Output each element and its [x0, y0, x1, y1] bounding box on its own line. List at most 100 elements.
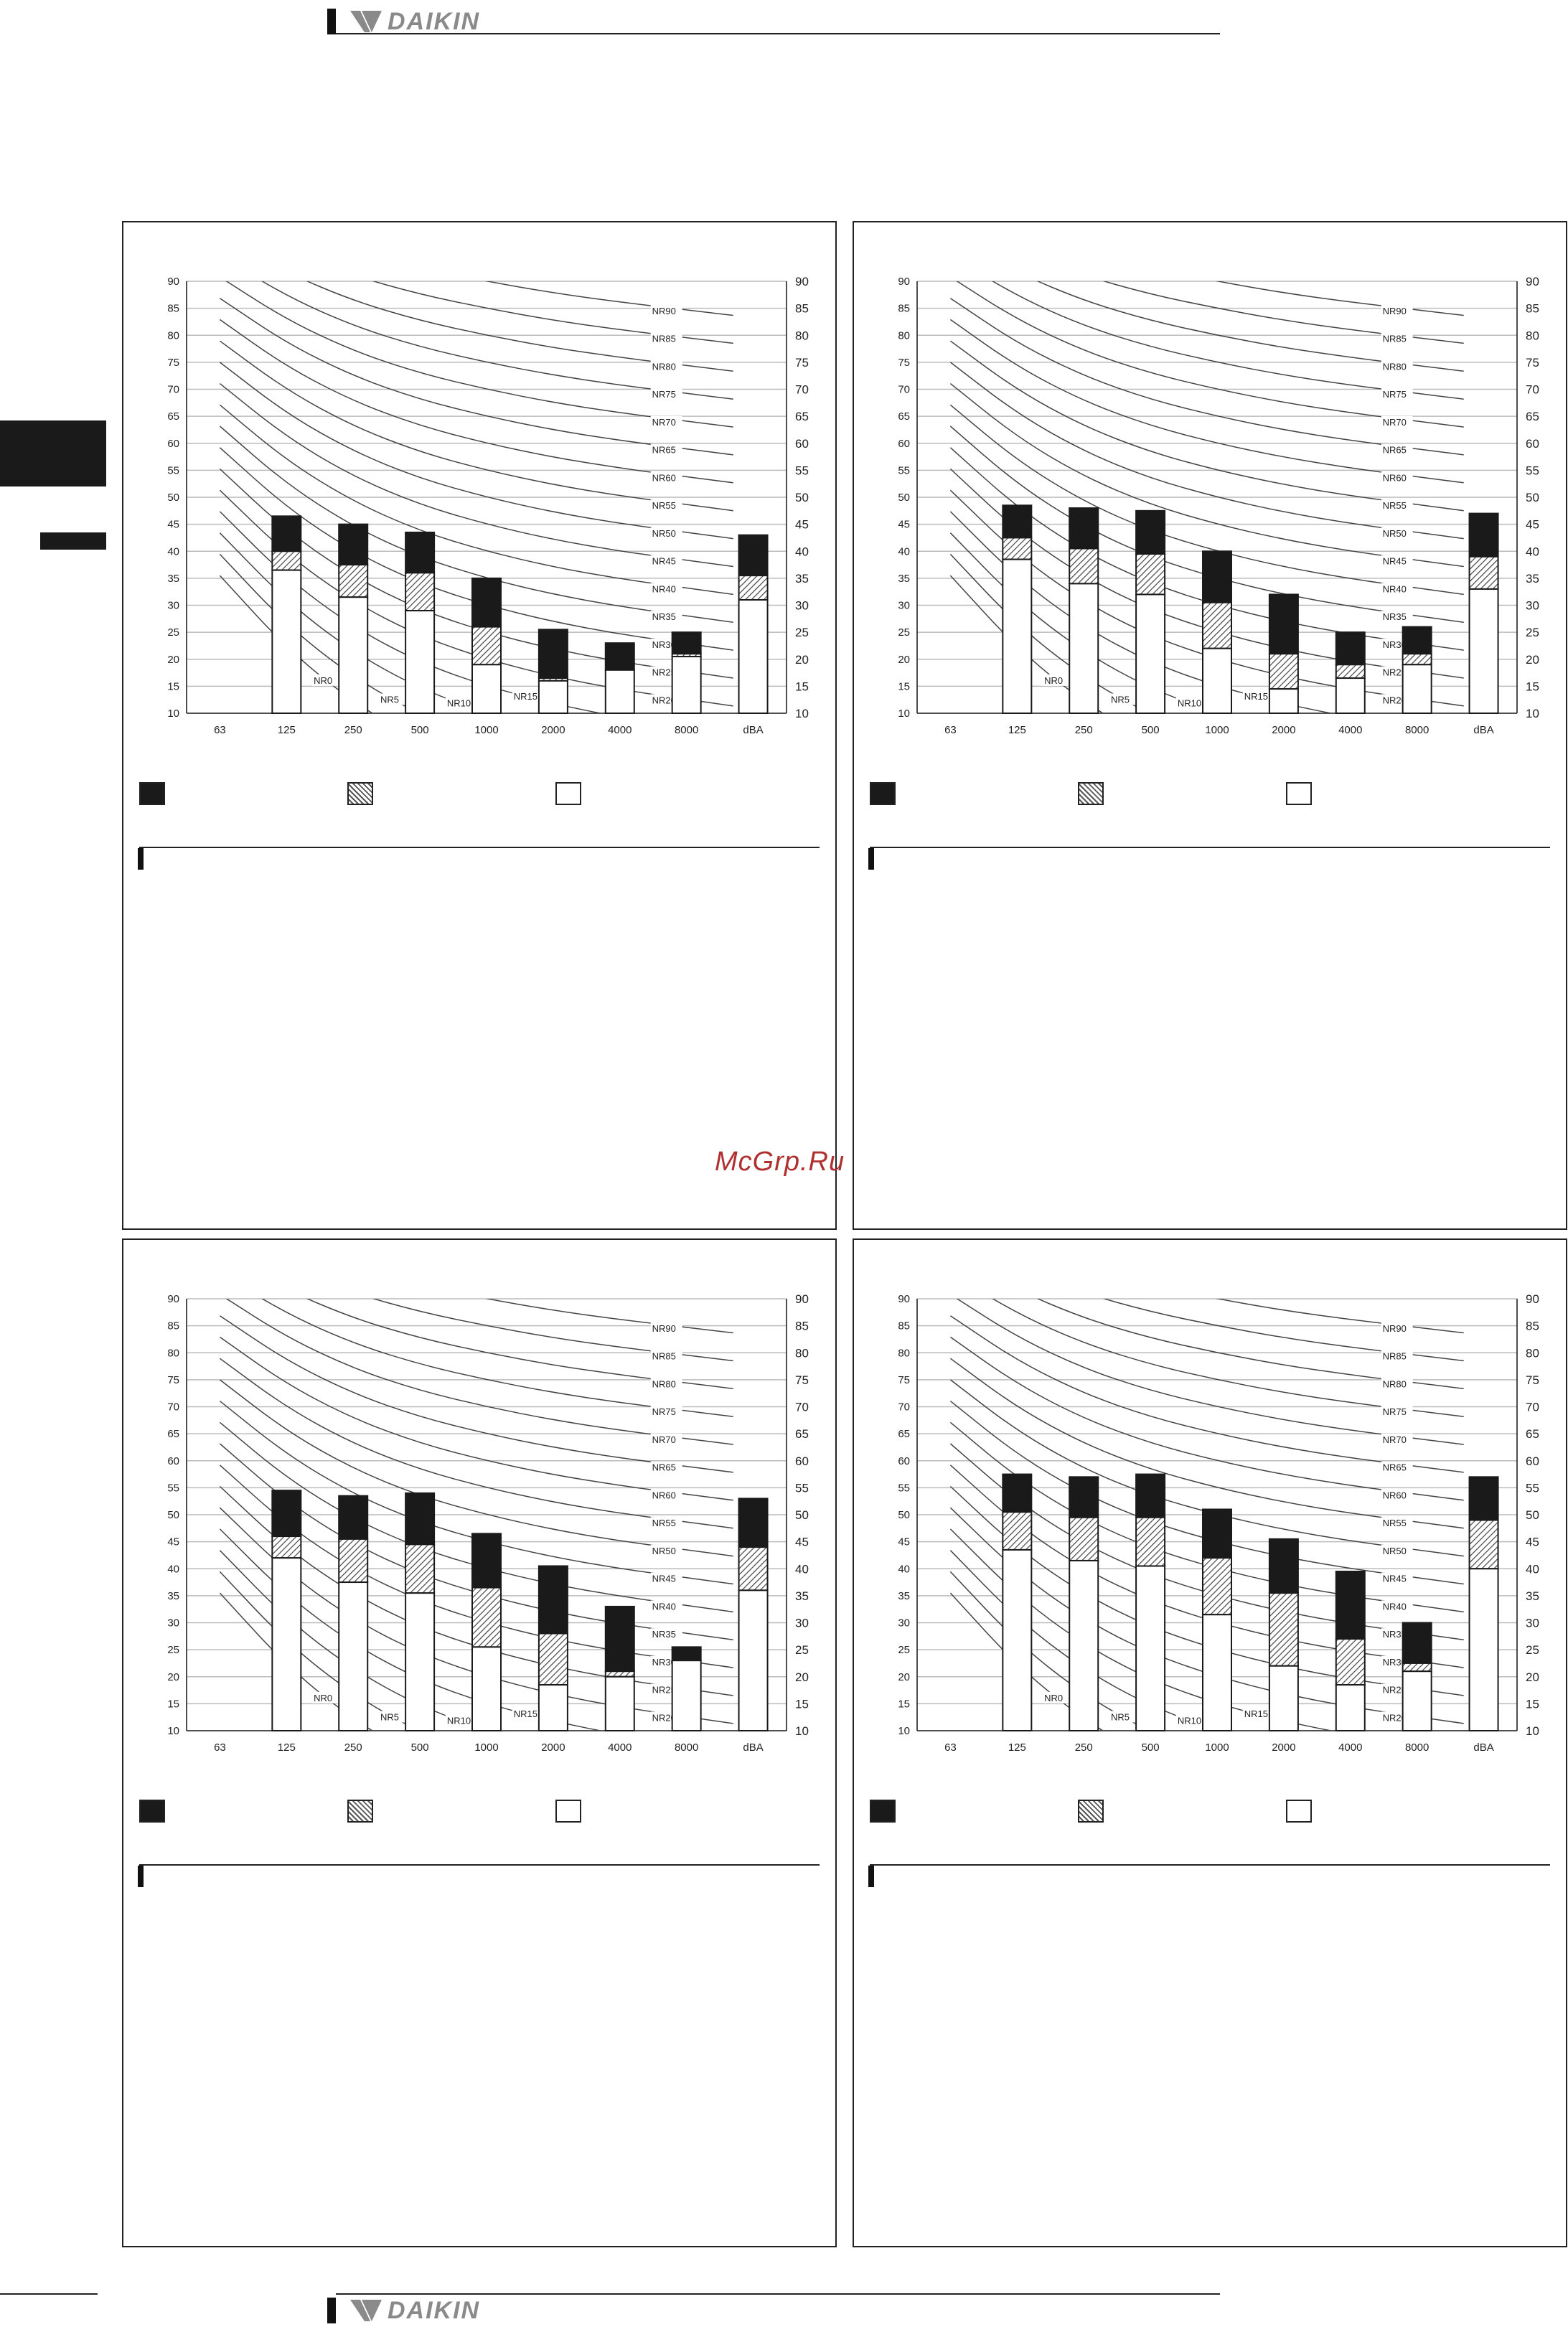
bar-black [1335, 631, 1366, 666]
y-tick-label: 50 [167, 1509, 179, 1521]
nr-label-bg [650, 555, 682, 567]
y-tick-label: 65 [898, 410, 910, 423]
y-tick-label-right: 15 [795, 680, 809, 693]
bar-hatched [1335, 1638, 1366, 1686]
legend [854, 782, 1566, 811]
y-tick-label: 40 [898, 1563, 910, 1575]
nr-label-bg [650, 1322, 682, 1334]
y-tick-label: 30 [167, 600, 179, 612]
nr-curve-label: NR20 [1383, 695, 1407, 705]
nr-curve-label: NR65 [652, 1462, 676, 1473]
nr-label-bg [650, 1600, 682, 1612]
bar-black [1268, 593, 1299, 655]
nr-label-bg [650, 1572, 682, 1584]
y-tick-label-right: 80 [795, 1346, 809, 1360]
bar-white [604, 669, 635, 714]
y-tick-label: 70 [167, 1401, 179, 1414]
y-tick-label-right: 75 [795, 356, 809, 370]
bar-hatched [405, 1543, 436, 1594]
nr-label-bg [1381, 1378, 1413, 1390]
x-tick-label: 1000 [474, 724, 498, 736]
y-tick-label-right: 85 [795, 302, 809, 316]
nr-curve [219, 1401, 733, 1585]
y-tick-label: 10 [167, 1725, 179, 1737]
y-tick-label: 70 [898, 384, 910, 396]
bar-white [1202, 1614, 1232, 1732]
y-tick-label-right: 30 [795, 599, 809, 613]
nr-curve-label: NR40 [1383, 1601, 1407, 1612]
y-tick-label-right: 65 [1526, 410, 1539, 423]
nr-curve-label: NR75 [1383, 389, 1407, 400]
bar-black [1402, 626, 1432, 655]
white-square-icon [1286, 782, 1312, 805]
bar-hatched [1335, 664, 1366, 680]
y-tick-label-right: 10 [1526, 707, 1539, 720]
y-tick-label: 40 [167, 545, 179, 558]
y-tick-label: 15 [167, 680, 179, 692]
nr-label-bg [1381, 471, 1413, 484]
nr-curve [484, 281, 733, 316]
bar-hatched [338, 1538, 369, 1584]
x-tick-label: 4000 [1338, 724, 1362, 736]
nr-curve [306, 1299, 733, 1390]
y-tick-label-right: 15 [1526, 680, 1539, 693]
bar-white [471, 1646, 502, 1731]
nr-label-bg [1381, 360, 1413, 372]
x-tick-label: 63 [214, 724, 226, 736]
nr-curve-label: NR0 [314, 675, 332, 686]
y-tick-label: 90 [898, 276, 910, 288]
y-tick-label: 50 [898, 492, 910, 504]
nr-label-bg [1381, 1461, 1413, 1473]
y-tick-label: 80 [898, 1347, 910, 1359]
nr-curve [949, 383, 1464, 568]
x-tick-label: 125 [1008, 724, 1026, 736]
nr-curve [219, 298, 733, 456]
y-tick-label-right: 75 [795, 1373, 809, 1387]
y-tick-label: 70 [898, 1401, 910, 1414]
y-tick-label: 10 [898, 707, 910, 720]
white-square-icon [555, 1800, 581, 1823]
nr-curve-label: NR70 [1383, 1434, 1407, 1445]
nr-label-bg [1381, 415, 1413, 428]
nr-label-bg [378, 693, 410, 705]
x-tick-label: 2000 [541, 1741, 565, 1754]
nr-curve-label: NR15 [514, 691, 537, 702]
y-tick-label-right: 40 [795, 1562, 809, 1576]
nr-curve-label: NR25 [1383, 667, 1407, 678]
nr-curve-label: NR90 [1383, 1323, 1407, 1334]
nr-curve-label: NR80 [1383, 361, 1407, 372]
y-tick-label-right: 55 [1526, 1481, 1539, 1495]
bar-white [271, 1557, 302, 1732]
nr-curve-label: NR55 [652, 500, 676, 511]
bar-white [1468, 588, 1499, 714]
y-tick-label-right: 80 [1526, 1346, 1539, 1360]
nr-label-bg [1381, 1322, 1413, 1334]
nr-label-bg [650, 1433, 682, 1445]
nr-curve-label: NR85 [1383, 334, 1407, 344]
nr-label-bg [1109, 693, 1141, 705]
nr-curve [219, 1379, 733, 1557]
y-tick-label-right: 75 [1526, 356, 1539, 370]
bar-white [405, 610, 436, 715]
bar-white [1268, 1665, 1299, 1732]
nr-curve-label: NR10 [447, 1715, 471, 1726]
y-tick-label-right: 35 [1526, 1589, 1539, 1603]
y-tick-label: 25 [898, 1644, 910, 1656]
bar-hatched [1402, 1662, 1432, 1673]
x-tick-label: 8000 [675, 1741, 698, 1754]
bar-black [338, 523, 369, 566]
y-tick-label: 45 [167, 1536, 179, 1548]
nr-curve [261, 1299, 733, 1417]
legend [123, 782, 835, 811]
nr-curve-label: NR55 [652, 1518, 676, 1528]
nr-label-bg [1381, 1350, 1413, 1362]
nr-curve [949, 362, 1464, 540]
nr-label-bg [1175, 697, 1208, 709]
y-tick-label-right: 50 [795, 1508, 809, 1522]
bar-black [1069, 507, 1099, 550]
legend [854, 1800, 1566, 1828]
x-tick-label: 2000 [541, 724, 565, 736]
nr-curve-label: NR15 [1244, 691, 1268, 702]
bar-black [1402, 1622, 1432, 1664]
bar-white [1468, 1568, 1499, 1731]
